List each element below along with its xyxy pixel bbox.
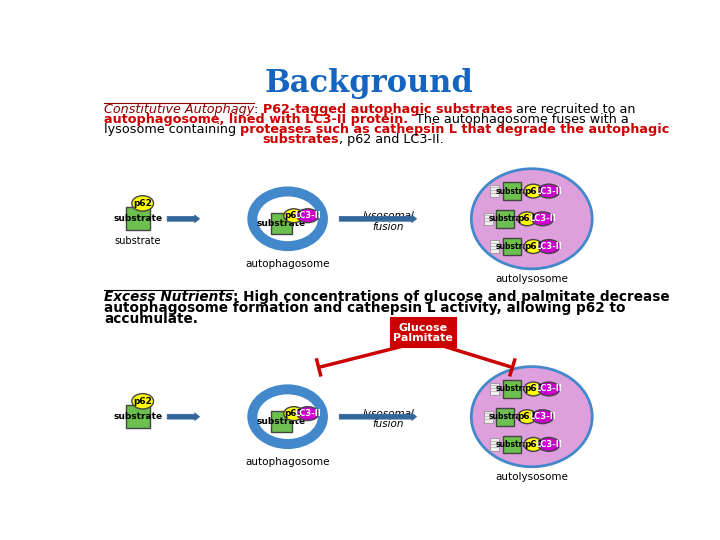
Text: substrate: substrate [114,214,163,224]
Text: autophagosome: autophagosome [246,259,330,269]
Text: p62: p62 [524,384,543,394]
FancyBboxPatch shape [490,240,499,253]
FancyBboxPatch shape [490,185,499,197]
FancyBboxPatch shape [490,438,499,450]
Text: substrate: substrate [257,219,306,228]
Text: are recruited to an: are recruited to an [512,103,636,116]
FancyBboxPatch shape [271,213,292,234]
Ellipse shape [524,184,543,198]
Text: accumulate.: accumulate. [104,312,198,326]
Text: Background: Background [264,68,474,99]
Text: proteases such as cathepsin L that degrade the autophagic: proteases such as cathepsin L that degra… [240,123,670,136]
Text: p62: p62 [133,199,152,208]
FancyBboxPatch shape [503,182,521,200]
Text: LC3-II: LC3-II [536,187,562,195]
FancyBboxPatch shape [484,213,493,225]
Text: substra: substra [495,187,528,195]
Text: LC3-II: LC3-II [536,384,562,394]
Ellipse shape [472,168,593,269]
Text: autophagosome: autophagosome [246,457,330,467]
Ellipse shape [524,382,543,396]
Text: Glucose: Glucose [399,323,448,333]
Text: substra: substra [489,214,522,224]
Text: substra: substra [495,440,528,449]
Text: p62: p62 [518,214,536,224]
Text: lysosomal: lysosomal [362,409,414,419]
Text: LC3-II: LC3-II [529,214,556,224]
Ellipse shape [538,382,559,396]
Text: substrate: substrate [257,417,306,426]
Ellipse shape [248,384,328,449]
FancyBboxPatch shape [497,210,514,228]
Text: p62: p62 [518,412,536,421]
Ellipse shape [538,240,559,253]
Text: :: : [254,103,263,116]
Text: autophagosome formation and cathepsin L activity, allowing p62 to: autophagosome formation and cathepsin L … [104,301,626,315]
Text: : High concentrations of glucose and palmitate decrease: : High concentrations of glucose and pal… [233,291,670,305]
Ellipse shape [532,212,554,226]
Text: LC3-II: LC3-II [536,242,562,251]
Text: autolysosome: autolysosome [495,472,568,482]
Text: p62: p62 [133,397,152,406]
Text: substrate: substrate [114,412,163,421]
Text: LC3-II: LC3-II [529,412,556,421]
Ellipse shape [518,212,536,226]
FancyBboxPatch shape [490,383,499,395]
Text: fusion: fusion [373,221,404,232]
Text: autolysosome: autolysosome [495,274,568,284]
Text: autophagosome, lined with LC3-II protein.: autophagosome, lined with LC3-II protein… [104,113,408,126]
Text: p62: p62 [284,211,303,220]
Text: Excess Nutrients: Excess Nutrients [104,291,233,305]
FancyBboxPatch shape [503,380,521,398]
Text: LC3-II: LC3-II [294,211,321,220]
Text: , p62 and LC3-II.: , p62 and LC3-II. [338,133,444,146]
FancyBboxPatch shape [127,405,150,428]
Text: p62: p62 [524,242,543,251]
Ellipse shape [532,410,554,423]
Text: p62: p62 [524,440,543,449]
Text: substrates: substrates [262,133,338,146]
Ellipse shape [284,209,304,222]
Ellipse shape [538,184,559,198]
Ellipse shape [284,407,304,421]
Text: LC3-II: LC3-II [536,440,562,449]
FancyBboxPatch shape [503,238,521,255]
Text: p62: p62 [284,409,303,418]
FancyBboxPatch shape [497,408,514,426]
FancyBboxPatch shape [503,436,521,453]
Text: p62: p62 [524,187,543,195]
Ellipse shape [258,394,318,439]
Ellipse shape [472,367,593,467]
Text: Constitutive Autophagy: Constitutive Autophagy [104,103,254,116]
Ellipse shape [297,407,319,421]
Text: substrate: substrate [114,236,161,246]
FancyBboxPatch shape [484,410,493,423]
Ellipse shape [248,186,328,251]
Text: lysosomal: lysosomal [362,211,414,221]
Ellipse shape [132,394,153,409]
Text: Palmitate: Palmitate [393,333,453,343]
Text: The autophagosome fuses with a: The autophagosome fuses with a [408,113,629,126]
Text: substra: substra [495,384,528,394]
Text: lysosome containing: lysosome containing [104,123,240,136]
Ellipse shape [524,437,543,451]
FancyBboxPatch shape [271,410,292,432]
Ellipse shape [132,195,153,211]
Text: LC3-II: LC3-II [294,409,321,418]
Text: substra: substra [495,242,528,251]
Ellipse shape [538,437,559,451]
FancyBboxPatch shape [391,318,456,347]
Text: fusion: fusion [373,420,404,429]
Text: P62-tagged autophagic substrates: P62-tagged autophagic substrates [263,103,512,116]
Ellipse shape [518,410,536,423]
Ellipse shape [524,240,543,253]
Text: substra: substra [489,412,522,421]
Ellipse shape [258,197,318,241]
Ellipse shape [297,209,319,222]
FancyBboxPatch shape [127,207,150,231]
